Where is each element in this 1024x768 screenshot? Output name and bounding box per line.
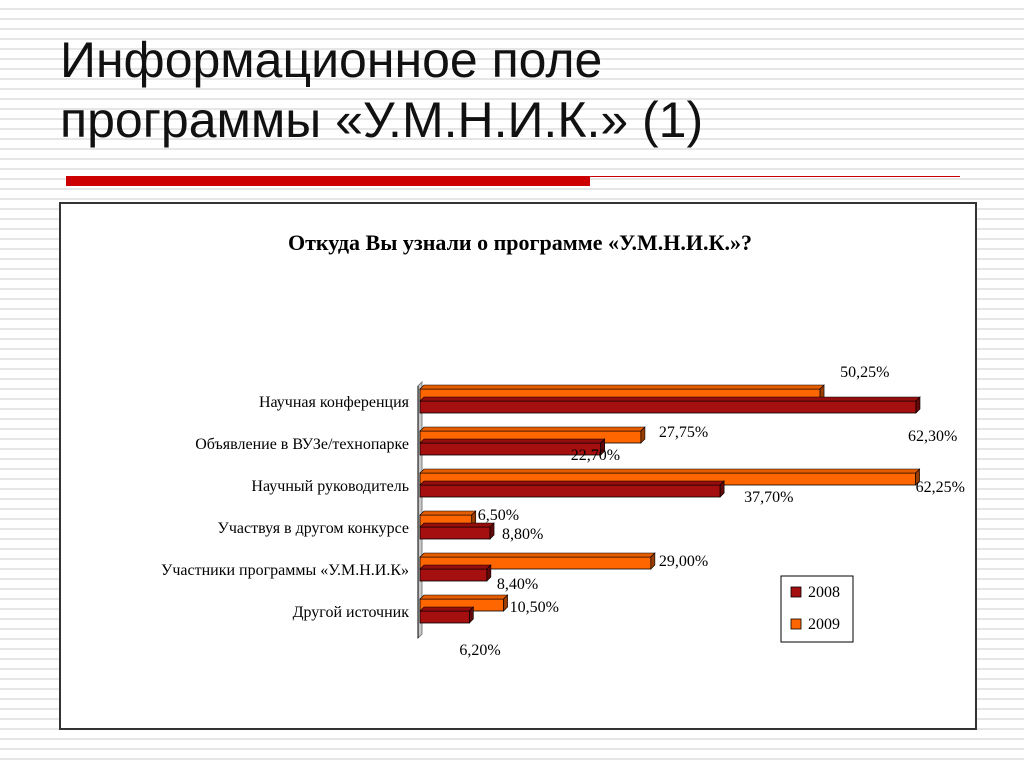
bar-chart: Научная конференция 50,25% 62,30% Объявлени… (161, 364, 965, 659)
bar-2008 (419, 526, 491, 540)
data-label-2009: 10,50% (510, 599, 559, 616)
bar-2008-side (489, 522, 495, 540)
title-accent-bar (66, 176, 590, 186)
data-label-2009: 27,75% (659, 424, 708, 441)
bar-2008-top (419, 438, 606, 444)
slide-title: Информационное поле программы «У.М.Н.И.К… (60, 30, 980, 150)
bar-2009-side (915, 468, 920, 486)
bar-2009-side (650, 552, 656, 570)
bar-2009-top (419, 426, 646, 432)
data-label-2008: 37,70% (744, 489, 793, 506)
chart-title: Откуда Вы узнали о программе «У.М.Н.И.К.… (288, 230, 752, 255)
bar-2009-top (419, 510, 477, 516)
bar-2008-top (419, 396, 921, 402)
bar-2008 (419, 400, 917, 414)
data-label-2008: 8,40% (497, 576, 538, 593)
bar-2008-side (915, 396, 921, 414)
bar-2008-side (486, 564, 492, 582)
bar-2008-side (719, 480, 725, 498)
bar-2009-top (419, 468, 921, 474)
bar-2008 (419, 568, 488, 582)
legend-label: 2009 (808, 616, 840, 633)
data-label-2008: 22,70% (571, 447, 620, 464)
data-label-2009: 50,25% (840, 364, 889, 381)
title-accent-line (590, 176, 960, 177)
bar-2008-top (419, 480, 725, 486)
bar-2009-top (419, 552, 656, 558)
data-label-2009: 62,25% (916, 479, 965, 496)
chart-frame: Откуда Вы узнали о программе «У.М.Н.И.К.… (59, 202, 977, 730)
bar-2008-side (469, 606, 474, 624)
category-label: Участвуя в другом конкурсе (218, 520, 409, 537)
slide-title-line-1: Информационное поле (60, 32, 603, 88)
data-label-2008: 8,80% (502, 526, 543, 543)
legend-swatch (790, 618, 802, 630)
bar-2008-side (600, 438, 606, 456)
category-label: Другой источник (293, 604, 410, 621)
slide-title-line-2: программы «У.М.Н.И.К.» (1) (60, 92, 704, 148)
bar-2009-top (419, 384, 825, 390)
data-label-2009: 6,50% (478, 507, 519, 524)
category-label: Научный руководитель (251, 478, 409, 495)
bar-2008-top (419, 606, 475, 612)
bar-2009-top (419, 594, 509, 600)
category-label: Участники программы «У.М.Н.И.К» (161, 562, 409, 579)
legend-label: 2008 (808, 584, 840, 601)
category-label: Объявление в ВУЗе/технопарке (195, 436, 409, 453)
bar-2009-side (503, 594, 508, 612)
category-label: Научная конференция (259, 394, 410, 411)
legend-swatch (790, 586, 802, 598)
data-label-2008: 62,30% (908, 428, 957, 445)
bar-2008-top (419, 564, 492, 570)
bar-2008 (419, 484, 721, 498)
data-label-2008: 6,20% (459, 642, 500, 659)
bar-2009-side (640, 426, 646, 444)
data-label-2009: 29,00% (659, 553, 708, 570)
bar-2008 (419, 610, 470, 624)
